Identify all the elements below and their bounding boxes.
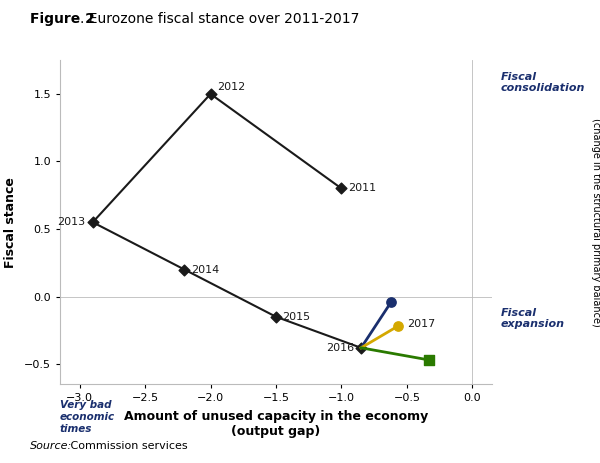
- Text: Figure 2: Figure 2: [30, 12, 95, 25]
- Point: [393, 323, 403, 330]
- Point: [356, 344, 366, 351]
- Text: (change in the structural primary balance): (change in the structural primary balanc…: [591, 118, 600, 326]
- X-axis label: Amount of unused capacity in the economy
(output gap): Amount of unused capacity in the economy…: [124, 410, 428, 438]
- Text: Fiscal
consolidation: Fiscal consolidation: [501, 72, 586, 94]
- Text: 2011: 2011: [348, 183, 376, 194]
- Text: 2013: 2013: [57, 217, 85, 227]
- Text: Fiscal
expansion: Fiscal expansion: [501, 308, 565, 330]
- Text: Very bad
economic
times: Very bad economic times: [60, 400, 115, 434]
- Point: [206, 90, 215, 98]
- Text: 2014: 2014: [191, 264, 219, 275]
- Text: . Eurozone fiscal stance over 2011-2017: . Eurozone fiscal stance over 2011-2017: [80, 12, 359, 25]
- Text: 2015: 2015: [283, 312, 311, 322]
- Text: 2016: 2016: [326, 343, 355, 353]
- Text: 2012: 2012: [217, 82, 245, 92]
- Text: Source:: Source:: [30, 441, 72, 451]
- Point: [386, 298, 396, 306]
- Y-axis label: Fiscal stance: Fiscal stance: [4, 177, 17, 268]
- Point: [337, 185, 346, 192]
- Point: [88, 219, 98, 226]
- Text: Commission services: Commission services: [67, 441, 188, 451]
- Point: [424, 356, 434, 363]
- Point: [179, 266, 189, 273]
- Text: 2017: 2017: [407, 319, 435, 329]
- Point: [271, 313, 281, 320]
